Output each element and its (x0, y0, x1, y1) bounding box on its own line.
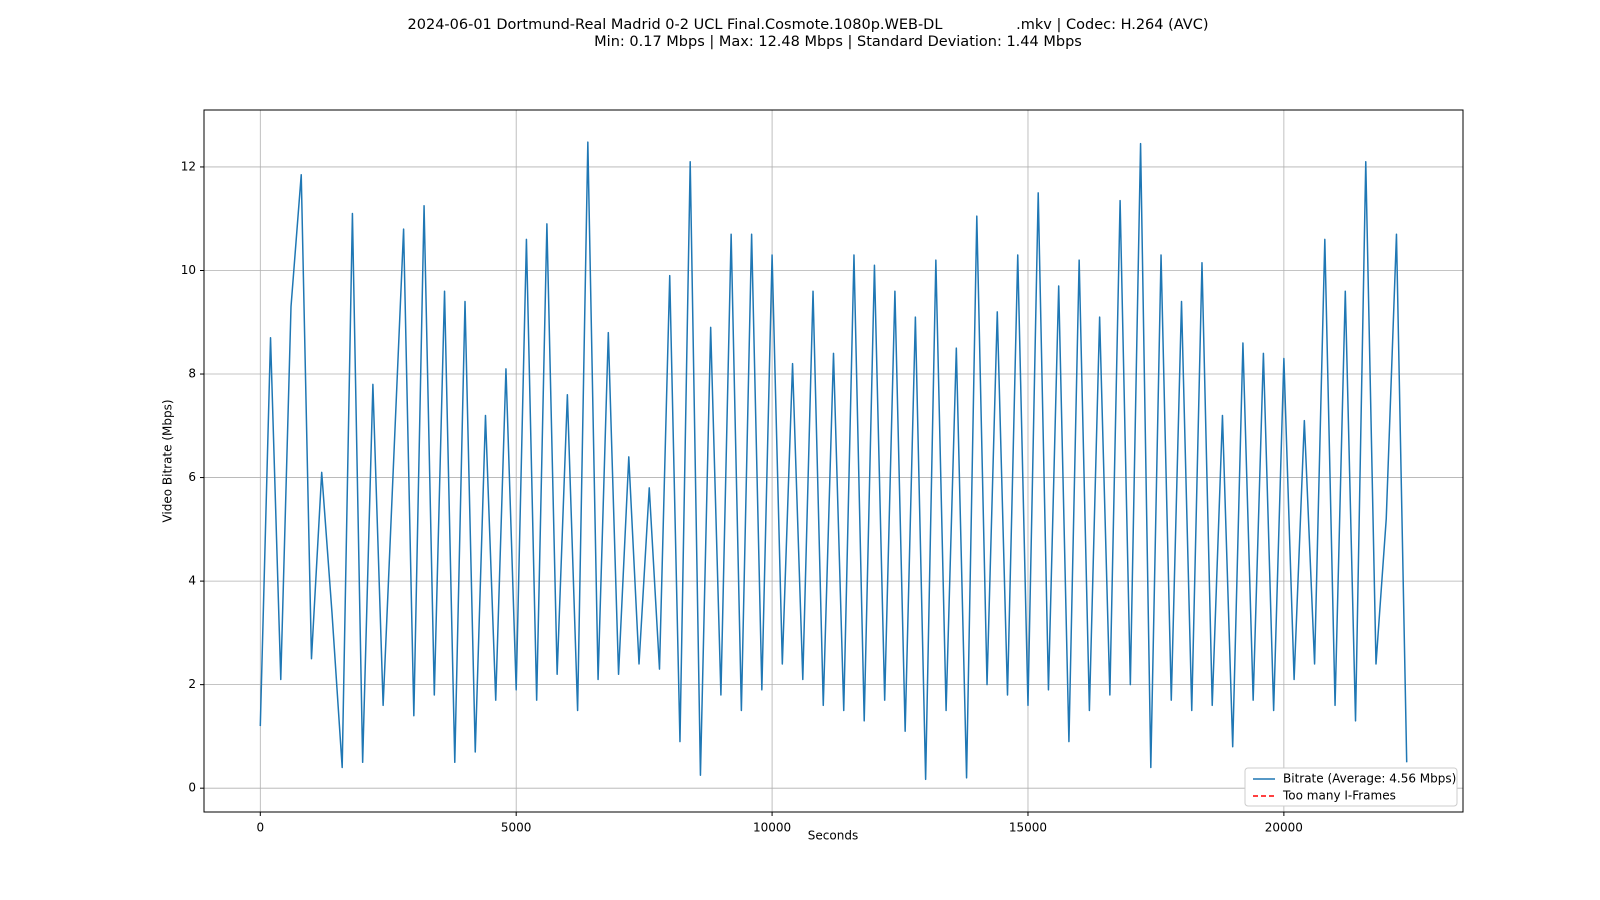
x-tick-label: 5000 (501, 821, 532, 835)
x-tick-label: 15000 (1009, 821, 1047, 835)
x-tick-label: 10000 (753, 821, 791, 835)
y-tick-label: 12 (181, 159, 196, 173)
y-tick-label: 8 (188, 367, 196, 381)
chart-subtitle: Min: 0.17 Mbps | Max: 12.48 Mbps | Stand… (594, 34, 1082, 50)
legend-label: Too many I-Frames (1282, 789, 1396, 803)
legend-box (1244, 767, 1458, 807)
y-axis-label: Video Bitrate (Mbps) (161, 399, 175, 522)
x-tick-label: 20000 (1265, 821, 1303, 835)
y-tick-label: 4 (188, 574, 196, 588)
legend-label: Bitrate (Average: 4.56 Mbps) (1283, 772, 1456, 786)
chart-title: 2024-06-01 Dortmund-Real Madrid 0-2 UCL … (408, 17, 1209, 33)
y-tick-label: 6 (188, 470, 196, 484)
x-tick-label: 0 (256, 821, 264, 835)
x-axis-label: Seconds (808, 829, 858, 843)
y-tick-label: 0 (188, 781, 196, 795)
y-tick-label: 2 (188, 677, 196, 691)
y-tick-label: 10 (181, 263, 196, 277)
plot-frame (203, 109, 1464, 813)
line (259, 141, 1408, 781)
